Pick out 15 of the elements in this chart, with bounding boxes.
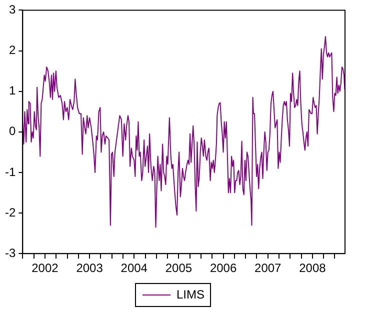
y-tick-label: 0 — [8, 124, 16, 138]
y-tick-label: 2 — [8, 43, 16, 58]
y-tick-label: 1 — [8, 84, 16, 98]
legend-label: LIMS — [176, 287, 205, 302]
x-tick-label: 2003 — [76, 261, 104, 276]
y-tick-label: 3 — [8, 2, 16, 17]
y-tick-label: -2 — [5, 205, 16, 220]
x-tick-label: 2004 — [120, 261, 148, 276]
y-tick-label: -1 — [5, 164, 16, 179]
x-tick-label: 2007 — [254, 261, 282, 276]
x-tick-label: 2008 — [299, 261, 326, 276]
x-tick-label: 2002 — [32, 261, 59, 276]
y-tick-label: -3 — [5, 246, 16, 260]
x-tick-label: 2005 — [165, 261, 192, 276]
x-tick-label: 2006 — [210, 261, 237, 276]
